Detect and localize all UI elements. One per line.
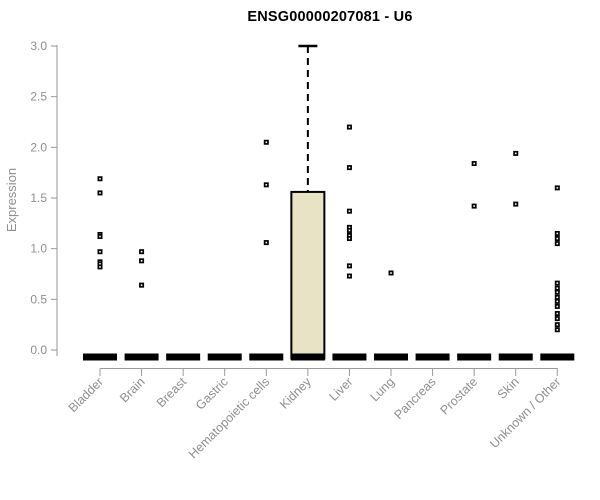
zero-median-bar: [415, 353, 450, 361]
data-point-center: [556, 317, 559, 320]
data-point-center: [140, 260, 143, 262]
category-label: Liver: [327, 375, 356, 404]
data-point-center: [99, 177, 101, 180]
box-body: [290, 190, 326, 360]
data-point-center: [473, 162, 475, 165]
y-axis-tick-label: 0.0: [30, 343, 47, 357]
data-point-center: [99, 266, 101, 268]
data-point-center: [348, 265, 351, 267]
zero-median-bar: [83, 353, 117, 361]
y-axis-title: Expression: [4, 168, 19, 232]
data-point-center: [348, 229, 351, 232]
zero-median-bar: [457, 353, 492, 361]
data-point-center: [348, 234, 351, 237]
category-label: Prostate: [437, 375, 480, 418]
data-point-center: [473, 205, 475, 207]
zero-median-bar: [498, 353, 533, 361]
category-label: Skin: [495, 375, 522, 402]
data-point-center: [556, 282, 559, 284]
data-point-center: [556, 242, 559, 245]
data-point-center: [556, 328, 559, 331]
data-point-center: [556, 300, 559, 303]
y-axis-tick-label: 2.5: [30, 90, 47, 104]
y-axis-tick-label: 1.5: [30, 191, 47, 205]
data-point-center: [265, 241, 268, 244]
category-label: Brain: [117, 375, 148, 406]
zero-median-bar: [207, 353, 242, 361]
zero-median-bar: [332, 353, 367, 361]
category-label: Kidney: [277, 374, 314, 411]
data-point-center: [265, 184, 268, 186]
data-point-center: [556, 187, 559, 189]
data-point-center: [348, 126, 351, 128]
y-axis-tick-label: 1.0: [30, 242, 47, 256]
data-point-center: [556, 291, 559, 294]
data-point-center: [265, 141, 268, 144]
data-point-center: [99, 235, 101, 238]
data-point-center: [348, 226, 351, 229]
zero-median-bar: [374, 353, 409, 361]
zero-median-bar: [166, 353, 201, 361]
y-axis-tick-label: 2.0: [30, 140, 47, 154]
zero-median-bar: [124, 353, 159, 361]
data-point-center: [556, 237, 559, 240]
data-point-center: [514, 203, 517, 205]
data-point-center: [348, 275, 351, 277]
category-label: Lung: [368, 375, 398, 405]
data-point-center: [556, 323, 559, 326]
category-label: Bladder: [66, 375, 106, 415]
data-point-center: [140, 250, 143, 253]
data-point-center: [556, 232, 559, 235]
zero-median-bar: [249, 353, 284, 361]
data-point-center: [99, 192, 101, 194]
data-point-center: [99, 263, 101, 265]
chart-title: ENSG00000207081 - U6: [247, 9, 413, 25]
data-point-center: [556, 312, 559, 315]
category-label: Pancreas: [391, 375, 438, 422]
category-label: Hematopoietic cells: [186, 375, 273, 462]
data-point-center: [514, 152, 517, 155]
data-point-center: [140, 284, 143, 286]
data-point-center: [556, 287, 559, 289]
data-point-center: [556, 305, 559, 308]
data-point-center: [99, 250, 101, 253]
category-label: Breast: [154, 374, 190, 410]
category-label: Unknown / Other: [487, 375, 563, 451]
data-point-center: [556, 296, 559, 299]
zero-median-bar: [290, 353, 325, 361]
data-point-center: [348, 237, 351, 240]
zero-median-bar: [540, 353, 575, 361]
category-label: Gastric: [193, 375, 231, 413]
data-point-center: [390, 272, 392, 274]
y-axis-tick-label: 0.5: [30, 292, 47, 306]
data-point-center: [348, 210, 351, 212]
data-point-center: [348, 166, 351, 169]
y-axis-tick-label: 3.0: [30, 39, 47, 53]
